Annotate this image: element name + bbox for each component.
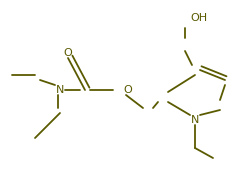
Text: N: N (191, 115, 199, 125)
Text: O: O (64, 48, 72, 58)
Text: N: N (56, 85, 64, 95)
Text: OH: OH (190, 13, 207, 23)
Text: O: O (123, 85, 132, 95)
